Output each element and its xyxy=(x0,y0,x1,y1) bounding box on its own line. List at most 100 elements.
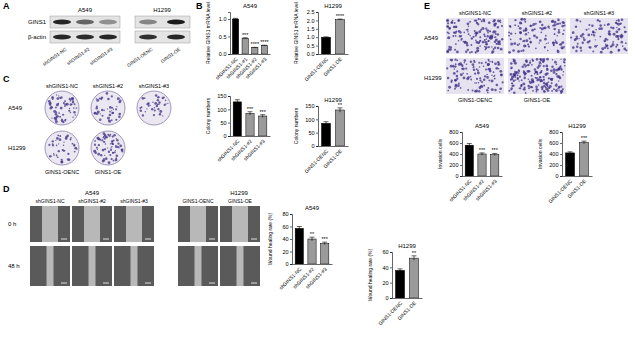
bar xyxy=(395,270,404,298)
invaded-cell xyxy=(495,36,497,38)
invaded-cell xyxy=(600,27,603,30)
tick-label: 60 xyxy=(382,249,388,255)
invaded-cell xyxy=(620,23,622,25)
error-bar-stem xyxy=(400,269,401,272)
axis-line xyxy=(563,176,593,177)
invaded-cell xyxy=(534,28,536,30)
colony xyxy=(105,157,108,160)
invaded-cell xyxy=(479,77,481,79)
blot-band xyxy=(139,34,157,39)
invaded-cell xyxy=(520,50,522,52)
invaded-cell xyxy=(531,78,534,81)
bar-chart: 0200400600800GINS1-OENCGINS1-OE***H1299I… xyxy=(537,123,593,204)
invaded-cell xyxy=(484,35,486,37)
tick-mark xyxy=(228,96,230,97)
colony xyxy=(107,147,108,148)
invaded-cell xyxy=(613,33,616,36)
invaded-cell xyxy=(475,35,477,37)
invaded-cell xyxy=(522,66,524,68)
invaded-cell xyxy=(536,36,539,39)
colony xyxy=(111,107,113,109)
colony xyxy=(152,101,153,102)
scale-bar xyxy=(145,283,151,284)
colony xyxy=(72,143,74,145)
invaded-cell xyxy=(529,62,531,64)
invaded-cell xyxy=(509,25,511,27)
invaded-cell xyxy=(560,58,561,59)
invaded-cell xyxy=(463,77,466,80)
invaded-cell xyxy=(470,44,472,46)
tick-mark xyxy=(228,136,230,137)
invaded-cell xyxy=(482,41,485,44)
invaded-cell xyxy=(558,31,561,34)
invaded-cell xyxy=(592,31,595,34)
invaded-cell xyxy=(518,72,520,74)
invaded-cell xyxy=(576,19,579,22)
colony xyxy=(121,149,123,151)
invaded-cell xyxy=(468,33,470,35)
colony xyxy=(108,120,111,123)
invaded-cell xyxy=(539,39,541,41)
invaded-cell xyxy=(500,73,503,76)
colony xyxy=(111,110,112,111)
invaded-cell xyxy=(518,70,520,72)
invaded-cell xyxy=(483,78,486,81)
invaded-cell xyxy=(557,67,560,70)
tick: shGINS1-#3 xyxy=(242,136,266,162)
invaded-cell xyxy=(486,41,488,43)
colony xyxy=(71,104,73,106)
plot-area xyxy=(565,141,588,176)
colony xyxy=(156,105,158,107)
colony xyxy=(62,114,64,116)
y-axis: 0204060 xyxy=(382,249,392,301)
invaded-cell xyxy=(514,24,516,26)
wound-gap xyxy=(89,246,96,286)
invaded-cell xyxy=(454,49,456,51)
time-label: 48 h xyxy=(8,263,20,269)
axis-line xyxy=(390,253,393,299)
colony xyxy=(114,151,116,153)
y-axis: 0.00.51.0 xyxy=(219,13,231,58)
colony xyxy=(56,154,58,156)
invaded-cell xyxy=(604,24,606,26)
invaded-cell xyxy=(543,65,545,67)
colony xyxy=(158,101,160,103)
significance: **** xyxy=(260,39,269,45)
invaded-cell xyxy=(446,67,448,69)
invaded-cell xyxy=(476,22,478,24)
x-axis: GINS1-OENCGINS1-OE xyxy=(303,54,349,82)
colony xyxy=(53,153,54,154)
colony xyxy=(56,97,59,100)
invaded-cell xyxy=(597,19,599,21)
invaded-cell xyxy=(625,49,627,51)
wound-image xyxy=(114,246,154,286)
y-axis-title: Wound healing rate (%) xyxy=(367,248,373,301)
error-bar-stem xyxy=(469,144,470,147)
condition-label: shGINS1-#3 xyxy=(120,198,148,204)
invaded-cell xyxy=(451,21,453,23)
cell-line-label: A549 xyxy=(85,190,100,196)
invaded-cell xyxy=(556,23,558,25)
invaded-cell xyxy=(514,76,516,78)
tick-mark xyxy=(560,165,562,166)
colony xyxy=(48,144,50,146)
invaded-cell xyxy=(561,68,563,70)
cell-line-label: A549 xyxy=(78,7,93,13)
invaded-cell xyxy=(510,62,512,64)
invaded-cell xyxy=(610,51,613,54)
invaded-cell xyxy=(488,21,491,24)
invaded-cell xyxy=(456,51,459,54)
invaded-cell xyxy=(539,20,542,23)
invaded-cell xyxy=(510,38,512,40)
bar-chart: 050100150GINS1-OENCGINS1-OE**H1299Colony… xyxy=(293,97,349,174)
invaded-cell xyxy=(469,35,470,36)
colony xyxy=(109,111,111,113)
invaded-cell xyxy=(454,59,456,61)
invaded-cell xyxy=(521,84,523,86)
axis-line xyxy=(293,264,333,265)
plot-area xyxy=(465,144,499,176)
invaded-cell xyxy=(454,85,457,88)
invaded-cell xyxy=(559,44,561,46)
tick-label: 1.0 xyxy=(307,34,315,40)
error-bar xyxy=(243,38,248,39)
